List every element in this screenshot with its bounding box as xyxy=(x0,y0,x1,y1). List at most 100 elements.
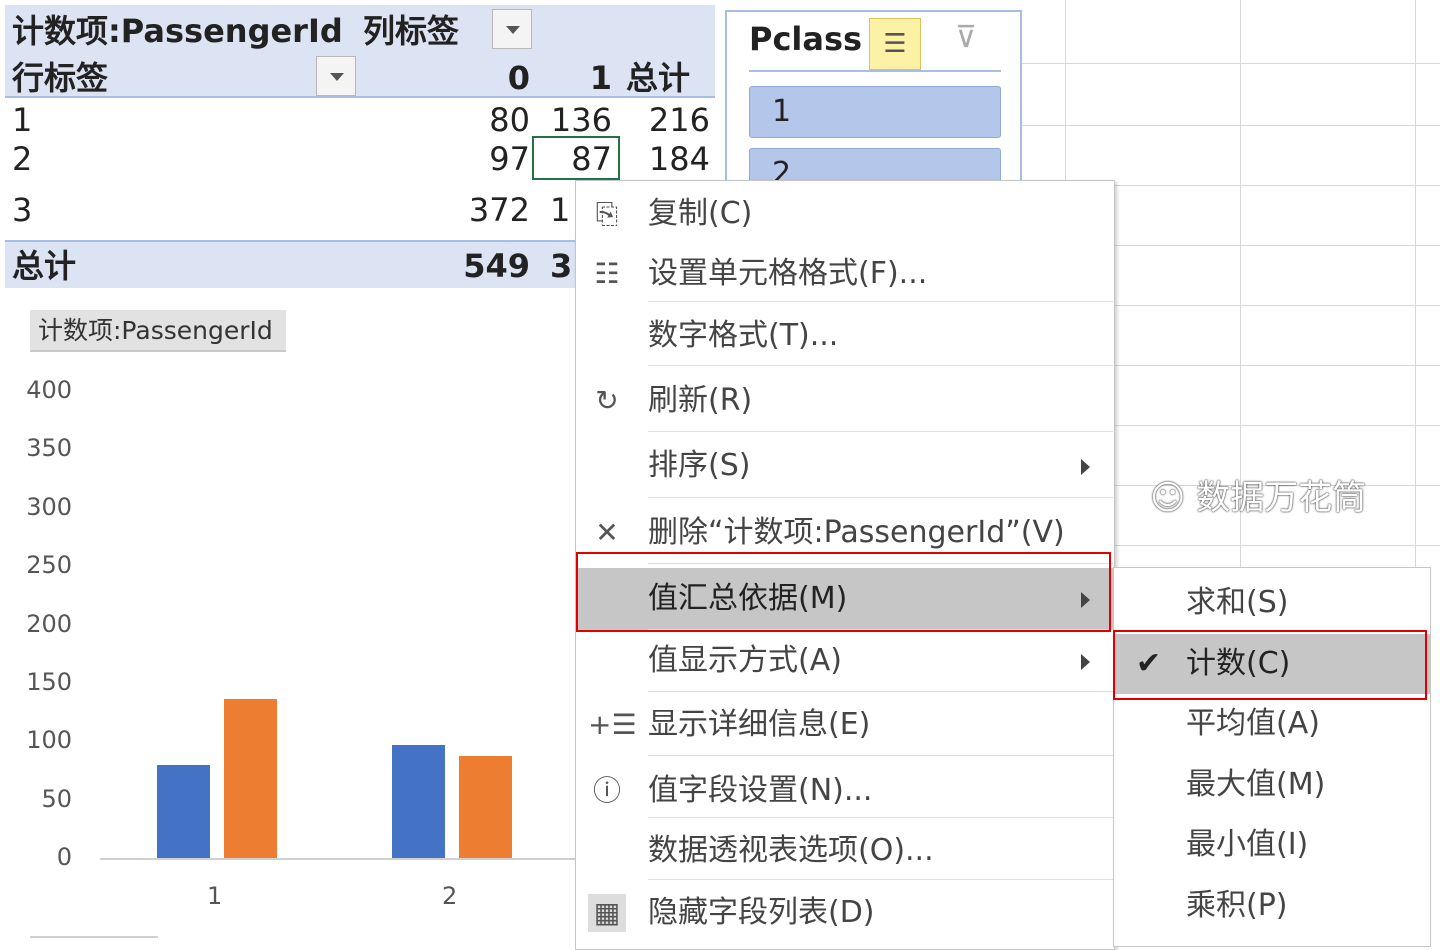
selected-cell-border xyxy=(532,136,620,180)
grand-total-cell[interactable]: 549 xyxy=(463,247,530,285)
grid-line xyxy=(1020,245,1440,246)
pclass-slicer[interactable]: Pclass ☰ ⊽ 1 2 xyxy=(725,10,1022,200)
value-field-label: 计数项:PassengerId xyxy=(12,12,343,50)
menu-item[interactable]: ⎘ 复制(C) xyxy=(576,183,1114,245)
row-label-cell[interactable]: 1 xyxy=(12,101,33,139)
slicer-divider xyxy=(749,70,1001,72)
menu-item[interactable]: ↻ 刷新(R) xyxy=(576,370,1114,432)
grand-total-cell[interactable]: 3 xyxy=(550,247,573,285)
bar[interactable] xyxy=(459,756,512,858)
submenu-item-label: 最小值(I) xyxy=(1186,827,1309,862)
highlight-box xyxy=(1113,630,1427,700)
grid-line xyxy=(1020,545,1440,546)
menu-item[interactable]: ✕ 删除“计数项:PassengerId”(V) xyxy=(576,502,1114,564)
submenu-item[interactable]: 最大值(M) xyxy=(1114,755,1430,815)
menu-item-label: 设置单元格格式(F)... xyxy=(648,256,928,291)
menu-separator xyxy=(648,497,1113,498)
menu-separator xyxy=(648,301,1113,302)
x-tick-label: 2 xyxy=(442,882,458,910)
value-cell[interactable]: 136 xyxy=(550,101,612,139)
menu-separator xyxy=(648,691,1113,692)
value-cell[interactable]: 1 xyxy=(550,191,571,229)
value-cell[interactable]: 80 xyxy=(489,101,530,139)
submenu-arrow-icon xyxy=(1081,459,1090,475)
grid-line xyxy=(1415,0,1416,943)
value-cell[interactable]: 97 xyxy=(489,140,530,178)
refresh-icon: ↻ xyxy=(595,384,619,417)
menu-item-label: 值显示方式(A) xyxy=(648,643,842,678)
y-tick-label: 50 xyxy=(41,784,72,813)
submenu-item[interactable]: ✔ 计数(C) xyxy=(1114,633,1430,694)
y-tick-label: 200 xyxy=(26,609,72,638)
grid-line xyxy=(1020,185,1440,186)
menu-item-label: 值汇总依据(M) xyxy=(648,581,848,616)
wechat-icon: ☺ xyxy=(1150,478,1197,518)
submenu-item[interactable]: 求和(S) xyxy=(1114,573,1430,633)
clear-filter-icon[interactable]: ⊽ xyxy=(955,20,977,55)
y-tick-label: 0 xyxy=(56,843,72,871)
submenu-item[interactable]: 最小值(I) xyxy=(1114,815,1430,875)
grand-total-label: 总计 xyxy=(12,247,77,285)
watermark: ☺ 数据万花筒 xyxy=(1150,470,1366,519)
menu-separator xyxy=(648,563,1113,564)
value-cell[interactable]: 372 xyxy=(468,191,530,229)
field-settings-icon: ⓘ xyxy=(592,774,621,807)
submenu-item-label: 最大值(M) xyxy=(1186,766,1326,802)
copy-icon: ⎘ xyxy=(595,197,619,230)
highlight-box xyxy=(576,552,1111,632)
menu-item-label: 数字格式(T)... xyxy=(648,318,839,353)
menu-item[interactable]: 排序(S) xyxy=(576,435,1114,497)
menu-separator xyxy=(648,817,1113,818)
menu-separator xyxy=(648,365,1113,366)
menu-item-label: 值字段设置(N)... xyxy=(648,773,873,808)
menu-item[interactable]: ☷ 设置单元格格式(F)... xyxy=(576,243,1114,305)
submenu-item-label: 平均值(A) xyxy=(1186,706,1320,741)
y-tick-label: 150 xyxy=(26,667,72,696)
row-filter-dropdown[interactable] xyxy=(316,56,356,96)
menu-item[interactable]: ▦ 隐藏字段列表(D) xyxy=(576,882,1114,944)
menu-item[interactable]: +☰ 显示详细信息(E) xyxy=(576,694,1114,756)
menu-separator xyxy=(648,755,1113,756)
value-cell[interactable]: 216 xyxy=(648,101,710,139)
menu-item[interactable]: 数字格式(T)... xyxy=(576,305,1114,367)
multi-select-icon[interactable]: ☰ xyxy=(869,18,921,70)
submenu-item[interactable]: 平均值(A) xyxy=(1114,694,1430,754)
delete-x-icon: ✕ xyxy=(595,516,619,549)
col-header: 0 xyxy=(507,59,530,97)
row-label-cell[interactable]: 2 xyxy=(12,140,33,178)
submenu-item-label: 求和(S) xyxy=(1186,585,1289,620)
row-label: 行标签 xyxy=(12,59,109,97)
submenu-item-label: 乘积(P) xyxy=(1186,887,1288,923)
bar[interactable] xyxy=(224,699,277,858)
y-tick-label: 300 xyxy=(26,492,72,521)
value-cell-selected[interactable]: 87 xyxy=(571,140,612,178)
x-tick-label: 1 xyxy=(207,882,223,910)
menu-separator xyxy=(648,431,1113,432)
grid-line xyxy=(1020,425,1440,426)
submenu-item[interactable]: 乘积(P) xyxy=(1114,876,1430,936)
summarize-by-submenu: 求和(S) ✔ 计数(C) 平均值(A) 最大值(M) 最小值(I) 乘积(P) xyxy=(1113,567,1431,947)
y-tick-label: 250 xyxy=(26,551,72,580)
pivot-header-band xyxy=(5,5,715,98)
grid-line xyxy=(1020,305,1440,306)
grid-line xyxy=(1020,125,1440,126)
menu-item[interactable]: ⓘ 值字段设置(N)... xyxy=(576,760,1114,822)
menu-item[interactable]: 数据透视表选项(O)... xyxy=(576,820,1114,882)
column-filter-dropdown[interactable] xyxy=(492,9,532,49)
bar[interactable] xyxy=(392,744,445,858)
menu-item[interactable]: 值汇总依据(M) xyxy=(576,568,1114,630)
y-tick-label: 400 xyxy=(26,376,72,404)
chart-field-button[interactable]: 计数项:PassengerId xyxy=(30,310,286,352)
grid-line xyxy=(1020,485,1440,486)
bar[interactable] xyxy=(157,764,210,858)
field-list-icon: ▦ xyxy=(588,894,626,932)
menu-item-label: 显示详细信息(E) xyxy=(648,707,871,742)
value-cell[interactable]: 184 xyxy=(648,140,710,178)
col-header: 1 xyxy=(589,59,612,97)
row-label-cell[interactable]: 3 xyxy=(12,191,33,229)
watermark-text: 数据万花筒 xyxy=(1196,478,1367,518)
menu-item[interactable]: 值显示方式(A) xyxy=(576,630,1114,692)
slicer-item[interactable]: 1 xyxy=(749,86,1001,138)
menu-item-label: 删除“计数项:PassengerId”(V) xyxy=(648,515,1065,550)
slicer-title: Pclass xyxy=(749,20,863,58)
